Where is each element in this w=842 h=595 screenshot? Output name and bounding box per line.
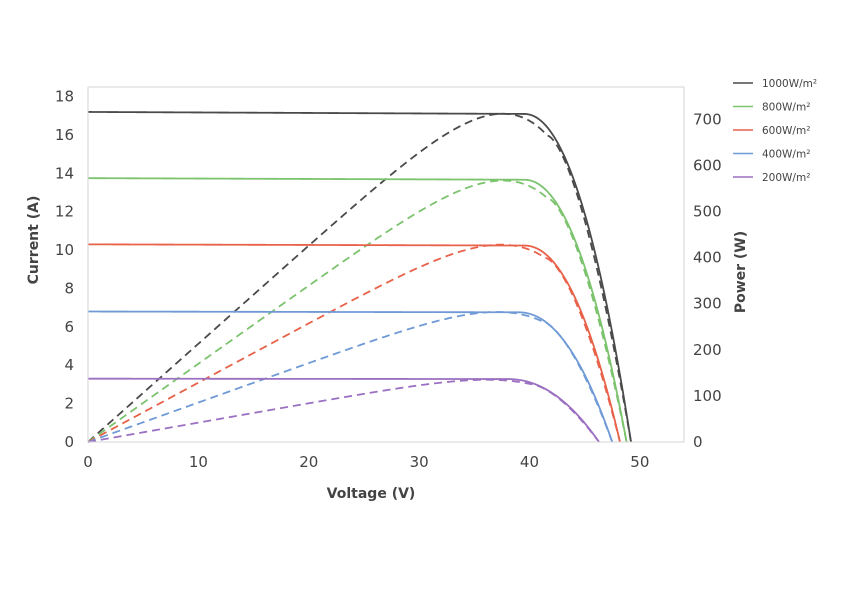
y-tick-label: 2: [64, 395, 74, 413]
x-tick-label: 20: [299, 453, 318, 471]
y-tick-label: 8: [64, 279, 74, 297]
y2-tick-label: 400: [693, 249, 722, 267]
current-curve-800: [88, 177, 628, 443]
y2-tick-label: 0: [693, 433, 703, 451]
legend-item: 200W/m²: [733, 172, 810, 184]
current-curve-400: [87, 310, 614, 443]
y-tick-label: 4: [64, 356, 74, 374]
y2-tick-label: 600: [693, 156, 722, 174]
y-tick-label: 0: [64, 433, 74, 451]
x-axis-label: Voltage (V): [327, 486, 416, 502]
plot-frame: [87, 86, 685, 443]
y2-axis-label: Power (W): [733, 231, 749, 313]
y-tick-labels: 0 2 4 6 8 10 12 14 16 18: [55, 88, 74, 451]
legend-label: 600W/m²: [762, 125, 810, 137]
legend-item: 400W/m²: [733, 149, 810, 161]
power-curve-200: [87, 378, 600, 443]
y-tick-label: 14: [55, 164, 74, 182]
legend-label: 800W/m²: [762, 102, 810, 114]
legend-item: 800W/m²: [733, 102, 810, 114]
legend: 1000W/m² 800W/m² 600W/m² 400W/m² 200W/m²: [733, 78, 817, 184]
y-tick-label: 12: [55, 203, 74, 221]
legend-label: 200W/m²: [762, 172, 810, 184]
legend-label: 1000W/m²: [762, 78, 817, 90]
y2-tick-label: 300: [693, 295, 722, 313]
y2-tick-label: 500: [693, 202, 722, 220]
y2-tick-labels: 0 100 200 300 400 500 600 700: [693, 110, 722, 451]
legend-item: 600W/m²: [733, 125, 810, 137]
x-tick-labels: 0 10 20 30 40 50: [83, 453, 649, 471]
x-tick-label: 30: [410, 453, 429, 471]
power-curve-400: [87, 311, 614, 443]
x-tick-label: 40: [520, 453, 539, 471]
current-curve-200: [88, 377, 600, 443]
y-tick-label: 6: [64, 318, 74, 336]
y2-tick-label: 200: [693, 341, 722, 359]
y2-tick-label: 100: [693, 387, 722, 405]
legend-label: 400W/m²: [762, 149, 810, 161]
x-tick-label: 10: [189, 453, 208, 471]
y2-tick-label: 700: [693, 110, 722, 128]
power-curve-600: [87, 243, 621, 443]
current-curve-600: [88, 243, 621, 443]
y-tick-label: 10: [55, 241, 74, 259]
y-tick-label: 18: [55, 88, 74, 106]
y-axis-label: Current (A): [26, 196, 42, 285]
legend-item: 1000W/m²: [733, 78, 817, 90]
y-tick-label: 16: [55, 126, 74, 144]
current-curve-1000: [88, 111, 632, 443]
x-tick-label: 0: [83, 453, 93, 471]
series-layer: [87, 111, 632, 443]
x-tick-label: 50: [630, 453, 649, 471]
power-curve-1000: [87, 112, 632, 443]
